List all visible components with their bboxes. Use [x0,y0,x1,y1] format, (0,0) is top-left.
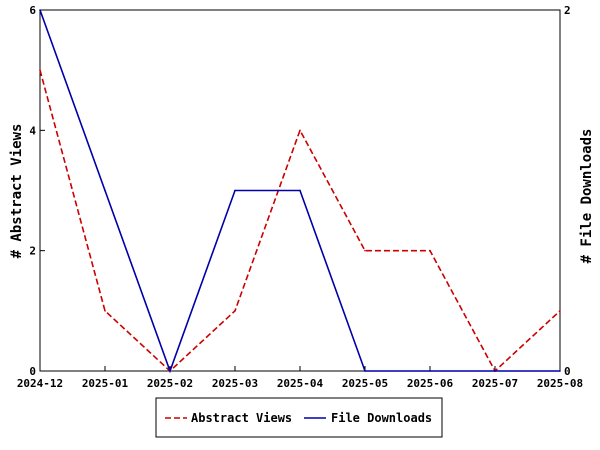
data-point-file-downloads [299,189,301,192]
x-tick-label: 2025-07 [472,377,518,390]
x-tick-label: 2025-03 [212,377,258,390]
data-point-abstract-views [234,310,236,312]
right-y-tick-label: 0 [564,365,571,378]
left-y-axis: 0 2 4 6 [29,4,45,378]
data-point-file-downloads [364,370,366,372]
data-point-file-downloads [429,370,431,372]
left-y-tick-label: 0 [29,365,36,378]
right-y-axis: 02 [555,4,571,378]
x-tick-label: 2025-05 [342,377,388,390]
data-point-abstract-views [104,310,106,312]
data-point-abstract-views [39,69,41,71]
data-point-abstract-views [559,310,561,312]
left-y-tick-label: 6 [29,4,36,17]
data-point-abstract-views [364,249,366,252]
data-point-abstract-views [299,129,301,132]
data-point-file-downloads [39,9,41,11]
x-tick-label: 2025-04 [277,377,324,390]
data-point-file-downloads [494,370,496,372]
right-y-tick-label: 2 [564,4,571,17]
left-y-tick-label: 2 [29,245,36,258]
left-y-axis-label: # Abstract Views [9,124,25,259]
right-y-axis-label: # File Downloads [579,129,595,264]
data-point-abstract-views [429,249,431,252]
x-tick-label: 2025-01 [82,377,129,390]
series-layer [39,9,561,374]
data-point-file-downloads [559,370,561,372]
legend: Abstract Views File Downloads [155,397,443,438]
x-tick-label: 2025-08 [537,377,583,390]
series-line-abstract-views [39,69,561,373]
legend-label-file-downloads: File Downloads [331,411,432,425]
data-point-file-downloads [169,370,171,372]
legend-box [155,397,443,438]
x-tick-label: 2025-02 [147,377,193,390]
x-axis: 2024-12 2025-01 2025-02 2025-03 2025-04 2025-… [17,366,583,390]
x-tick-label: 2024-12 [17,377,63,390]
data-point-file-downloads [104,189,106,192]
data-point-file-downloads [234,189,236,192]
left-y-tick-label: 4 [29,124,36,137]
x-tick-label: 2025-06 [407,377,454,390]
legend-label-abstract-views: Abstract Views [191,411,292,425]
